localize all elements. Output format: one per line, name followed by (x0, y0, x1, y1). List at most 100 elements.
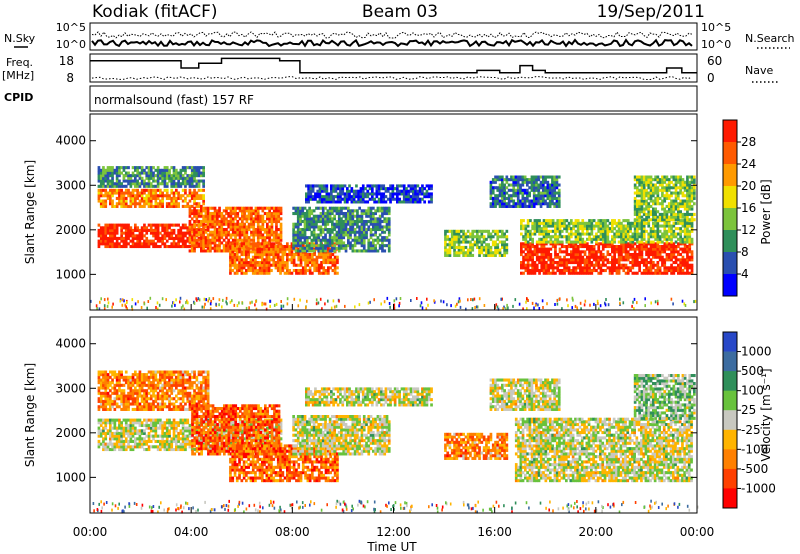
heatmap-cell (658, 247, 662, 251)
heatmap-cell (606, 219, 610, 223)
heatmap-cell (165, 166, 169, 170)
heatmap-cell (351, 214, 355, 218)
heatmap-cell (186, 239, 190, 243)
heatmap-cell (462, 235, 465, 239)
heatmap-cell (551, 221, 555, 225)
heatmap-cell (638, 247, 641, 251)
heatmap-cell (301, 209, 305, 213)
heatmap-cell (165, 223, 169, 227)
heatmap-cell (654, 245, 657, 249)
heatmap-cell (360, 233, 364, 237)
heatmap-cell (331, 220, 334, 224)
heatmap-cell (524, 240, 528, 244)
heatmap-cell (245, 271, 248, 275)
heatmap-cell (693, 178, 696, 182)
heatmap-cell (512, 178, 516, 182)
heatmap-cell (243, 233, 246, 237)
heatmap-cell (679, 212, 682, 216)
heatmap-cell (522, 242, 525, 246)
heatmap-cell (540, 269, 544, 273)
heatmap-cell (551, 180, 554, 184)
heatmap-cell (335, 209, 339, 213)
heatmap-cell (209, 230, 212, 234)
heatmap-cell (337, 217, 341, 221)
heatmap-cell (337, 220, 341, 224)
heatmap-cell (145, 202, 149, 206)
heatmap-cell (204, 223, 208, 227)
heatmap-cell (297, 269, 301, 273)
heatmap-cell (304, 266, 307, 270)
heatmap-cell (677, 196, 680, 200)
heatmap-cell (225, 230, 228, 234)
heatmap-cell (109, 242, 112, 246)
heatmap-cell (308, 253, 312, 257)
heatmap-cell (335, 220, 339, 224)
heatmap-cell (149, 188, 153, 192)
heatmap-cell (658, 271, 662, 275)
heatmap-cell (129, 199, 133, 203)
heatmap-cell (353, 249, 357, 253)
heatmap-cell (469, 232, 472, 236)
heatmap-cell (292, 233, 295, 237)
heatmap-cell (213, 225, 217, 229)
heatmap-cell (234, 222, 237, 226)
heatmap-cell (430, 184, 433, 188)
heatmap-cell (175, 234, 178, 238)
heatmap-cell (380, 192, 383, 196)
heatmap-cell (528, 180, 531, 184)
heatmap-cell (489, 186, 493, 190)
heatmap-cell (570, 232, 573, 236)
heatmap-cell (339, 200, 342, 204)
heatmap-cell (658, 180, 662, 184)
heatmap-cell (369, 246, 373, 250)
heatmap-cell (305, 192, 308, 196)
heatmap-cell (599, 219, 603, 223)
heatmap-cell (154, 245, 158, 249)
heatmap-cell (686, 188, 689, 192)
heatmap-cell (524, 235, 528, 239)
heatmap-cell (656, 247, 660, 251)
heatmap-cell (615, 221, 619, 225)
heatmap-cell (335, 225, 339, 229)
heatmap-cell (254, 206, 258, 210)
heatmap-cell (218, 298, 221, 302)
heatmap-cell (314, 195, 317, 199)
heatmap-cell (312, 222, 316, 226)
heatmap-cell (220, 236, 224, 240)
heatmap-cell (347, 217, 350, 221)
heatmap-cell (337, 244, 341, 248)
heatmap-cell (617, 227, 621, 231)
heatmap-cell (547, 250, 550, 254)
heatmap-cell (647, 250, 651, 254)
heatmap-cell (235, 258, 239, 262)
heatmap-cell (533, 261, 537, 265)
heatmap-cell (268, 233, 271, 237)
heatmap-cell (597, 245, 601, 249)
heatmap-cell (457, 235, 461, 239)
heatmap-cell (179, 239, 183, 243)
heatmap-cell (590, 240, 594, 244)
heatmap-cell (416, 200, 420, 204)
heatmap-cell (491, 243, 495, 247)
heatmap-cell (686, 258, 689, 262)
heatmap-cell (159, 182, 162, 186)
heatmap-cell (213, 241, 217, 245)
heatmap-cell (567, 240, 571, 244)
heatmap-cell (317, 228, 321, 232)
heatmap-cell (638, 188, 641, 192)
heatmap-cell (645, 271, 648, 275)
heatmap-cell (558, 219, 562, 223)
heatmap-cell (661, 202, 664, 206)
heatmap-cell (617, 263, 621, 267)
heatmap-cell (522, 263, 525, 267)
heatmap-cell (554, 221, 557, 225)
heatmap-cell (597, 263, 601, 267)
heatmap-cell (597, 271, 601, 275)
heatmap-cell (170, 234, 174, 238)
heatmap-cell (172, 196, 176, 200)
heatmap-cell (106, 184, 110, 188)
nave-tick-high: 60 (707, 54, 722, 68)
heatmap-cell (286, 255, 289, 259)
heatmap-cell (310, 225, 314, 229)
heatmap-cell (336, 187, 340, 191)
